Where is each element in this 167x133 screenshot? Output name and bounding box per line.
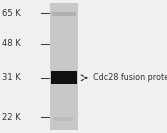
Bar — [51, 72, 77, 84]
Bar — [50, 3, 78, 130]
Bar — [52, 12, 76, 16]
Text: Cdc28 fusion protein: Cdc28 fusion protein — [93, 73, 167, 82]
Text: 65 K: 65 K — [2, 9, 20, 18]
Text: 48 K: 48 K — [2, 39, 20, 48]
Bar — [54, 117, 73, 121]
Text: 31 K: 31 K — [2, 73, 20, 82]
Text: 22 K: 22 K — [2, 113, 20, 122]
